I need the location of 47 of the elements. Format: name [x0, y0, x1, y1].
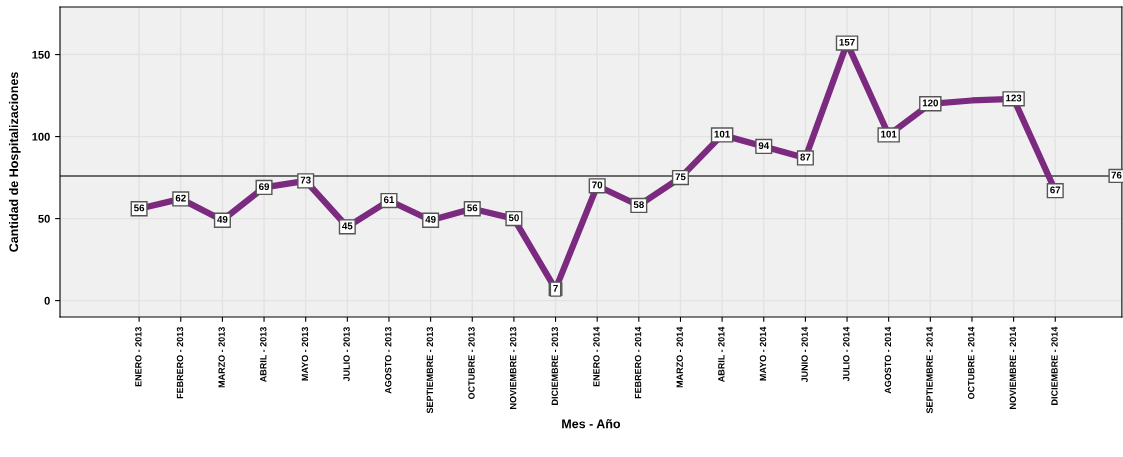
y-tick-label: 50 [38, 214, 50, 223]
ref-line-label: 76 [1111, 171, 1122, 179]
x-tick-label: JULIO - 2014 [843, 326, 850, 382]
data-label: 62 [175, 194, 186, 202]
data-label: 87 [800, 153, 811, 161]
y-tick-label: 150 [32, 50, 50, 59]
data-label: 73 [300, 176, 311, 184]
data-label: 56 [134, 204, 145, 212]
x-tick-label: ENERO - 2013 [135, 327, 142, 387]
y-tick-label: 100 [32, 132, 50, 141]
x-tick-label: ABRIL - 2014 [718, 326, 725, 383]
x-tick-label: DICIEMBRE - 2014 [1051, 326, 1058, 405]
x-tick-label: ABRIL - 2013 [260, 327, 267, 383]
x-tick-label: MAYO - 2013 [301, 327, 309, 381]
data-label: 58 [633, 201, 644, 209]
x-tick-label: SEPTIEMBRE - 2013 [426, 327, 434, 414]
x-tick-label: SEPTIEMBRE - 2014 [926, 326, 933, 414]
data-label: 94 [758, 142, 770, 150]
data-label: 45 [342, 222, 353, 230]
x-tick-label: OCTUBRE - 2013 [468, 327, 475, 400]
data-label: 75 [675, 173, 686, 181]
data-label: 49 [217, 215, 228, 223]
x-tick-label: MAYO - 2014 [759, 326, 767, 381]
x-tick-label: DICIEMBRE - 2013 [551, 327, 558, 405]
x-tick-label: ENERO - 2014 [593, 326, 600, 387]
x-tick-label: MARZO - 2014 [676, 326, 683, 388]
x-tick-label: FEBRERO - 2013 [176, 327, 184, 399]
x-tick-label: OCTUBRE - 2014 [968, 326, 975, 400]
y-axis-title: Cantidad de Hospitalizaciones [8, 72, 21, 252]
data-label: 7 [553, 284, 558, 292]
data-label: 70 [592, 181, 603, 189]
data-label: 67 [1050, 186, 1061, 194]
x-tick-label: JUNIO - 2014 [801, 326, 808, 383]
data-label: 56 [467, 204, 478, 212]
x-axis-title: Mes - Año [562, 419, 621, 429]
x-tick-label: AGOSTO - 2014 [884, 326, 892, 394]
x-tick-label: FEBRERO - 2014 [634, 326, 642, 399]
x-tick-label: AGOSTO - 2013 [385, 327, 392, 394]
x-tick-label: NOVIEMBRE - 2013 [509, 327, 517, 409]
data-label: 49 [425, 215, 436, 223]
data-label: 69 [259, 183, 270, 191]
x-tick-label: JULIO - 2013 [343, 327, 350, 382]
x-tick-label: NOVIEMBRE - 2014 [1009, 326, 1017, 409]
y-tick-label: 0 [44, 296, 50, 305]
data-label: 61 [383, 196, 395, 204]
data-label: 50 [508, 214, 519, 222]
x-tick-label: MARZO - 2013 [218, 327, 225, 388]
